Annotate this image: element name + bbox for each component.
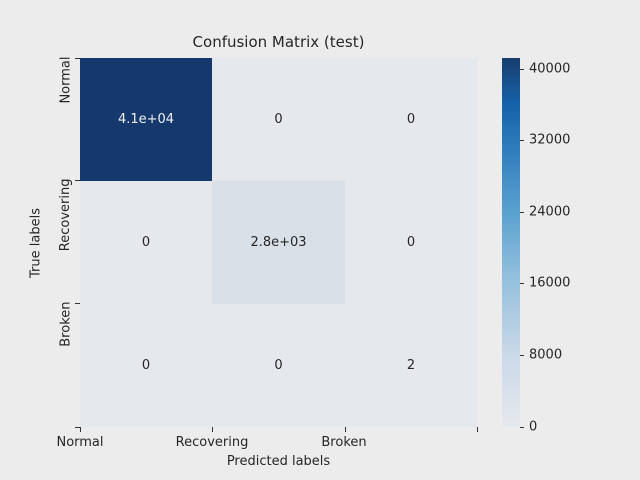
colorbar-tick — [520, 212, 524, 213]
colorbar-label: 8000 — [529, 347, 563, 363]
colorbar-label: 32000 — [529, 132, 571, 148]
y-tick-label: Recovering — [58, 178, 74, 252]
cell-normal-normal: 4.1e+04 — [80, 58, 212, 181]
y-tick-label: Normal — [58, 56, 74, 104]
cell-broken-broken: 2 — [345, 304, 477, 427]
colorbar-tick — [520, 283, 524, 284]
cell-broken-recovering: 0 — [212, 304, 345, 427]
x-tick — [477, 427, 478, 432]
x-tick — [212, 427, 213, 432]
y-tick — [75, 58, 80, 59]
cell-broken-normal: 0 — [80, 304, 212, 427]
cell-recovering-recovering: 2.8e+03 — [212, 181, 345, 304]
x-tick-label: Broken — [321, 435, 367, 450]
y-tick — [75, 180, 80, 181]
x-tick-label: Recovering — [175, 435, 249, 450]
cell-normal-broken: 0 — [345, 58, 477, 181]
colorbar-label: 16000 — [529, 275, 571, 291]
cell-normal-recovering: 0 — [212, 58, 345, 181]
colorbar-tick — [520, 69, 524, 70]
y-axis-title: True labels — [28, 208, 44, 278]
cell-recovering-broken: 0 — [345, 181, 477, 304]
colorbar-label: 0 — [529, 419, 538, 435]
y-tick — [75, 303, 80, 304]
colorbar-tick — [520, 140, 524, 141]
y-tick — [75, 427, 80, 428]
colorbar-label: 24000 — [529, 204, 571, 220]
chart-title: Confusion Matrix (test) — [192, 33, 365, 51]
x-tick-label: Normal — [56, 435, 104, 450]
cell-recovering-normal: 0 — [80, 181, 212, 304]
x-tick — [345, 427, 346, 432]
x-axis-title: Predicted labels — [226, 454, 331, 469]
y-tick-label: Broken — [58, 301, 74, 347]
colorbar-label: 40000 — [529, 61, 571, 77]
colorbar-tick — [520, 355, 524, 356]
colorbar-tick — [520, 427, 524, 428]
colorbar — [502, 58, 520, 427]
x-tick — [80, 427, 81, 432]
confusion-matrix-heatmap: 4.1e+04 0 0 0 2.8e+03 0 0 0 2 — [80, 58, 477, 427]
